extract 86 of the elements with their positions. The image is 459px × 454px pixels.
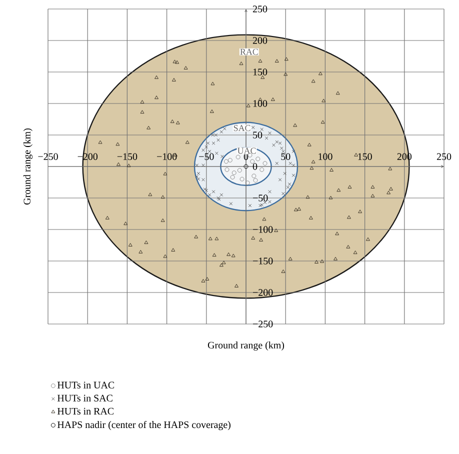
legend-label: HUTs in RAC bbox=[57, 408, 114, 415]
point bbox=[195, 164, 199, 167]
point bbox=[286, 186, 290, 189]
point bbox=[256, 156, 260, 162]
point bbox=[202, 148, 205, 152]
point bbox=[222, 127, 226, 130]
y-tick-label: −150 bbox=[253, 258, 273, 264]
y-tick-label: 50 bbox=[253, 132, 262, 138]
y-tick-label: −50 bbox=[253, 194, 268, 202]
point bbox=[220, 154, 224, 158]
point bbox=[248, 204, 252, 208]
point bbox=[244, 164, 248, 169]
point bbox=[251, 126, 255, 130]
point bbox=[275, 162, 279, 166]
point bbox=[236, 154, 240, 160]
annotation: SAC bbox=[234, 125, 250, 132]
point bbox=[237, 168, 242, 173]
point bbox=[229, 202, 233, 206]
point bbox=[220, 193, 224, 197]
point bbox=[292, 174, 296, 177]
point bbox=[288, 182, 292, 186]
y-tick-label: 100 bbox=[253, 100, 268, 107]
x-tick-label: −50 bbox=[199, 153, 214, 160]
point bbox=[215, 152, 218, 155]
point bbox=[214, 133, 218, 137]
y-tick-label: 150 bbox=[253, 68, 268, 76]
point bbox=[228, 158, 232, 162]
point bbox=[262, 161, 268, 166]
point bbox=[245, 180, 250, 186]
point bbox=[260, 128, 264, 131]
x-tick-label: 100 bbox=[318, 153, 332, 160]
annotation: RAC bbox=[240, 48, 258, 55]
point bbox=[280, 146, 284, 150]
point bbox=[220, 130, 224, 134]
y-axis-title: Ground range (km) bbox=[23, 128, 32, 205]
point bbox=[282, 192, 285, 196]
y-tick-label: 250 bbox=[252, 6, 268, 12]
point bbox=[224, 167, 230, 172]
point bbox=[216, 138, 220, 142]
point bbox=[250, 159, 255, 164]
point bbox=[288, 162, 292, 166]
point bbox=[211, 133, 214, 137]
x-tick-label: −250 bbox=[38, 153, 58, 160]
legend-label: HUTs in SAC bbox=[57, 394, 112, 402]
point bbox=[260, 203, 264, 207]
point bbox=[275, 140, 279, 144]
point bbox=[272, 143, 276, 147]
x-tick-label: −150 bbox=[117, 153, 138, 160]
x-tick-label: 150 bbox=[358, 153, 372, 160]
point bbox=[283, 172, 286, 176]
legend-label: HAPS nadir (center of the HAPS coverage) bbox=[57, 420, 230, 430]
point bbox=[292, 164, 296, 167]
x-tick-label: 250 bbox=[436, 153, 452, 160]
annotation: UAC bbox=[238, 148, 256, 154]
point bbox=[292, 150, 296, 154]
y-tick-label: −250 bbox=[253, 320, 273, 328]
x-tick-label: −100 bbox=[157, 153, 177, 160]
point bbox=[240, 176, 244, 182]
point bbox=[232, 170, 236, 176]
point bbox=[206, 142, 210, 145]
point bbox=[208, 193, 212, 197]
point bbox=[212, 142, 216, 145]
point bbox=[264, 136, 268, 140]
point bbox=[278, 178, 282, 182]
x-axis-title: Ground range (km) bbox=[208, 342, 284, 351]
y-tick-label: 200 bbox=[252, 37, 268, 44]
point bbox=[195, 174, 199, 178]
point bbox=[260, 167, 264, 172]
point bbox=[278, 142, 282, 145]
x-tick-label: 50 bbox=[281, 153, 290, 160]
point bbox=[230, 174, 235, 180]
legend-label: HUTs in UAC bbox=[57, 382, 114, 388]
point bbox=[268, 190, 272, 194]
point bbox=[196, 172, 200, 176]
y-tick-label: −200 bbox=[253, 289, 273, 296]
point bbox=[212, 190, 216, 194]
y-tick-label: −100 bbox=[253, 226, 273, 233]
point bbox=[258, 204, 262, 208]
point bbox=[224, 159, 228, 164]
point bbox=[216, 196, 220, 200]
y-tick-label: 0 bbox=[252, 163, 258, 170]
point bbox=[252, 174, 256, 178]
point bbox=[204, 145, 208, 149]
point bbox=[253, 178, 258, 183]
point bbox=[268, 131, 272, 135]
point bbox=[217, 198, 221, 201]
